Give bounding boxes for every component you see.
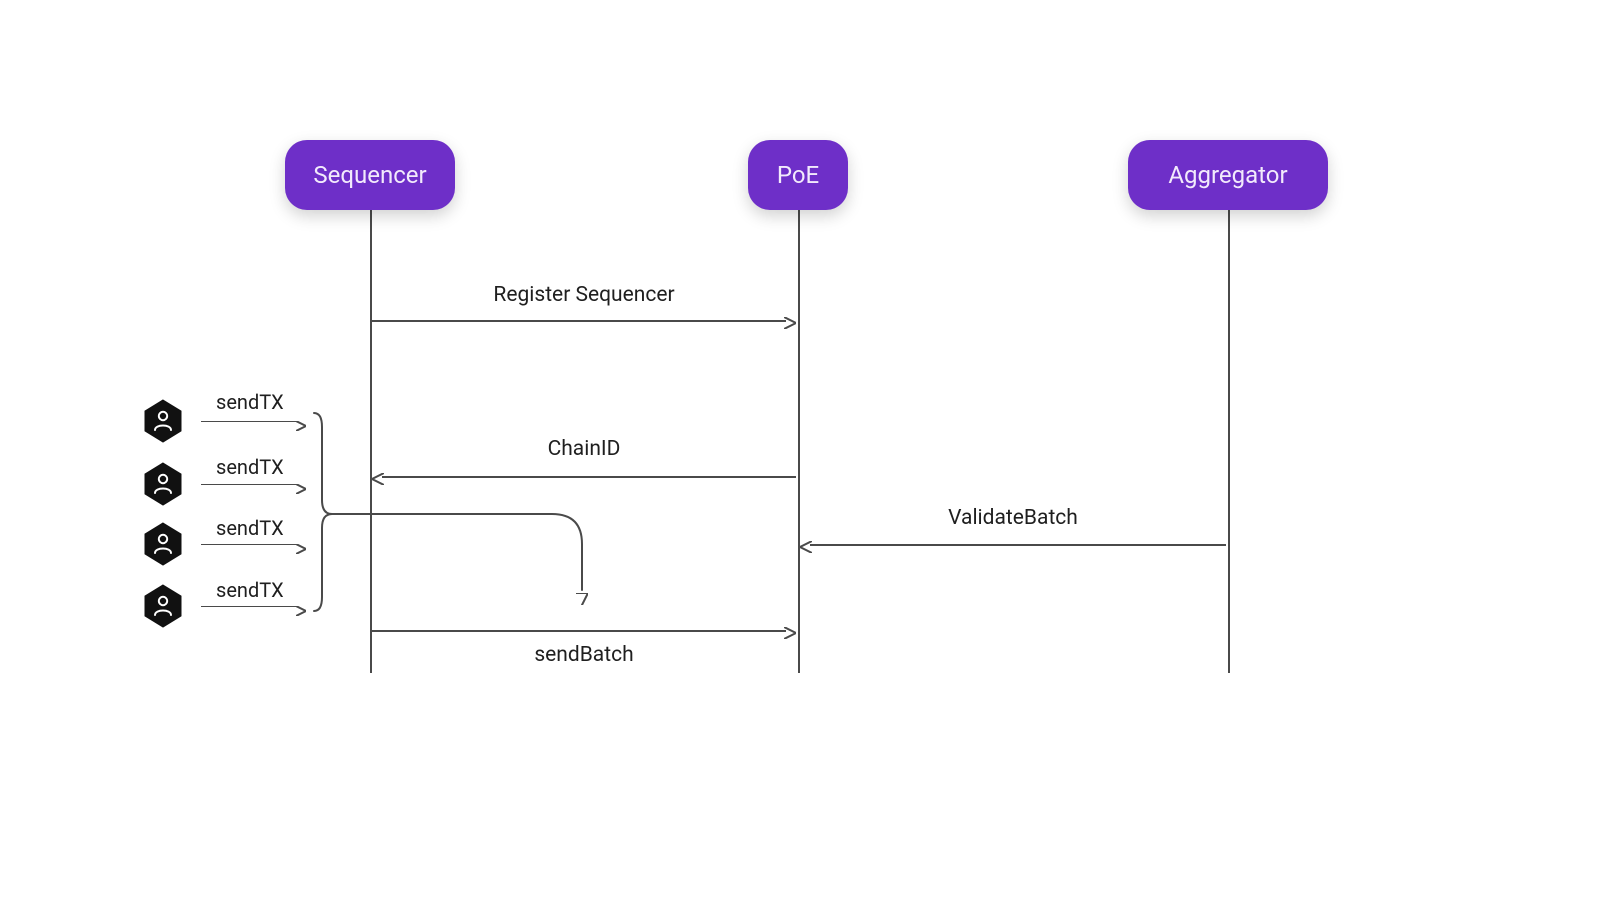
message-arrowhead-chain_id xyxy=(372,470,384,489)
message-label-register_sequencer: Register Sequencer xyxy=(464,283,704,307)
sendtx-arrowhead xyxy=(296,601,306,620)
sendtx-label: sendTX xyxy=(216,455,284,479)
actor-label: Sequencer xyxy=(313,161,426,189)
user-icon xyxy=(143,399,183,443)
message-label-send_batch: sendBatch xyxy=(464,643,704,667)
lifeline-poe xyxy=(798,210,800,673)
curve-arrowhead xyxy=(576,590,588,609)
user-icon xyxy=(143,584,183,628)
user-icon xyxy=(143,462,183,506)
actor-aggregator: Aggregator xyxy=(1128,140,1328,210)
message-label-chain_id: ChainID xyxy=(464,437,704,461)
message-line-send_batch xyxy=(372,630,786,632)
tx-bracket-and-curve xyxy=(0,0,602,620)
sendtx-arrowhead xyxy=(296,416,306,435)
message-arrowhead-send_batch xyxy=(784,624,796,643)
message-arrowhead-register_sequencer xyxy=(784,314,796,333)
sendtx-label: sendTX xyxy=(216,390,284,414)
lifeline-aggregator xyxy=(1228,210,1230,673)
sendtx-arrowhead xyxy=(296,539,306,558)
actor-sequencer: Sequencer xyxy=(285,140,455,210)
sendtx-label: sendTX xyxy=(216,516,284,540)
message-label-validate_batch: ValidateBatch xyxy=(893,506,1133,530)
actor-label: Aggregator xyxy=(1168,161,1287,189)
sequence-diagram: Sequencer PoE Aggregator Register Sequencer… xyxy=(0,0,1620,900)
sendtx-arrowhead xyxy=(296,479,306,498)
user-icon xyxy=(143,522,183,566)
actor-poe: PoE xyxy=(748,140,848,210)
message-arrowhead-validate_batch xyxy=(800,538,812,557)
message-line-validate_batch xyxy=(810,544,1226,546)
sendtx-label: sendTX xyxy=(216,578,284,602)
actor-label: PoE xyxy=(777,161,819,189)
